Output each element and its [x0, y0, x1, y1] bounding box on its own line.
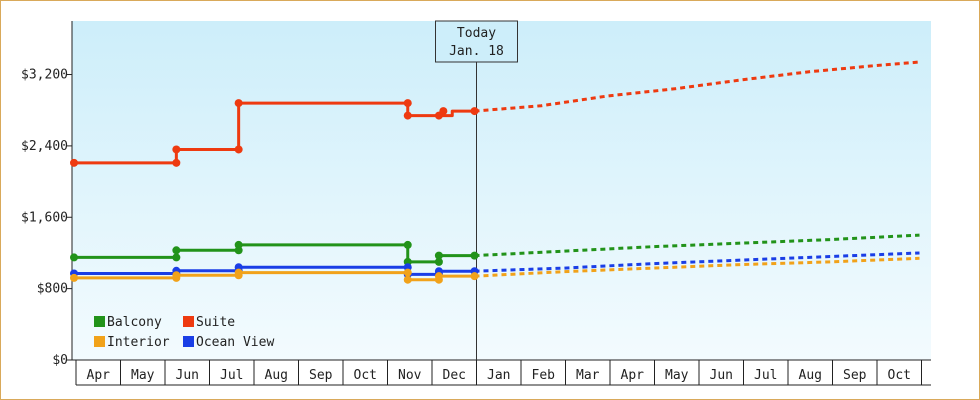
x-tick-label: Mar	[576, 368, 600, 383]
balcony-point	[403, 240, 412, 249]
x-tick-label: Oct	[888, 368, 911, 383]
interior-point	[403, 275, 412, 284]
x-tick-label: Apr	[87, 368, 111, 383]
ocean-view-forecast-line	[474, 251, 920, 273]
x-tick-label: Aug	[265, 368, 288, 383]
x-tick-label: Jan	[487, 368, 510, 383]
legend-label-suite: Suite	[196, 315, 235, 330]
balcony-point	[470, 251, 479, 260]
interior-point	[234, 268, 243, 277]
y-tick-label: $0	[52, 353, 68, 368]
x-tick-label: Oct	[354, 368, 377, 383]
suite-history-line	[74, 101, 475, 165]
x-tick-label: May	[665, 368, 689, 383]
suite-point	[403, 99, 412, 108]
legend-label-interior: Interior	[107, 335, 170, 350]
legend-label-ocean-view: Ocean View	[196, 335, 274, 350]
today-label: Today	[457, 26, 496, 41]
balcony-point	[70, 253, 78, 262]
interior-forecast-line	[474, 256, 920, 278]
x-tick-label: Sep	[843, 368, 867, 383]
interior-point	[434, 272, 443, 281]
legend-swatch-suite	[183, 316, 194, 327]
x-tick-label: Jul	[754, 368, 777, 383]
x-tick-label: Aug	[799, 368, 822, 383]
interior-point	[172, 271, 181, 280]
y-axis: $0 $800 $1,600 $2,400 $3,200	[21, 21, 73, 368]
legend: Balcony Suite Interior Ocean View	[94, 315, 274, 350]
x-tick-label: Feb	[532, 368, 556, 383]
suite-point	[234, 99, 243, 108]
suite-point	[470, 107, 479, 116]
balcony-point	[434, 257, 443, 266]
x-tick-label: May	[131, 368, 155, 383]
balcony-point	[172, 246, 181, 255]
y-tick-label: $3,200	[21, 68, 68, 83]
legend-swatch-interior	[94, 336, 105, 347]
series-layer	[70, 60, 920, 284]
interior-point	[470, 272, 479, 281]
suite-forecast-line	[474, 60, 920, 113]
x-tick-label: Dec	[443, 368, 466, 383]
today-box	[435, 20, 518, 63]
legend-swatch-balcony	[94, 316, 105, 327]
suite-point	[70, 158, 78, 167]
x-tick-label: Jul	[220, 368, 243, 383]
balcony-forecast-line	[474, 233, 920, 258]
suite-point	[439, 107, 448, 116]
legend-swatch-ocean-view	[183, 336, 194, 347]
today-date-label: Jan. 18	[449, 44, 504, 59]
suite-point	[172, 145, 181, 154]
interior-point	[70, 273, 78, 282]
x-tick-label: Jun	[710, 368, 733, 383]
suite-point	[234, 145, 243, 154]
legend-label-balcony: Balcony	[107, 315, 162, 330]
plot-area	[72, 21, 931, 360]
x-tick-label: Sep	[309, 368, 333, 383]
suite-point	[172, 158, 181, 167]
interior-point	[403, 268, 412, 277]
balcony-point	[234, 240, 243, 249]
x-tick-label: Apr	[621, 368, 645, 383]
y-tick-label: $1,600	[21, 210, 68, 225]
y-tick-label: $2,400	[21, 139, 68, 154]
suite-point	[403, 111, 412, 120]
x-axis: Apr May Jun Jul Aug Sep Oct Nov Dec Jan Feb Mar Apr M…	[72, 359, 931, 386]
x-tick-label: Jun	[176, 368, 199, 383]
balcony-point	[434, 251, 443, 260]
x-tick-label: Nov	[398, 368, 422, 383]
y-tick-label: $800	[37, 282, 68, 297]
balcony-point	[172, 253, 181, 262]
today-marker: Today Jan. 18	[435, 20, 518, 360]
